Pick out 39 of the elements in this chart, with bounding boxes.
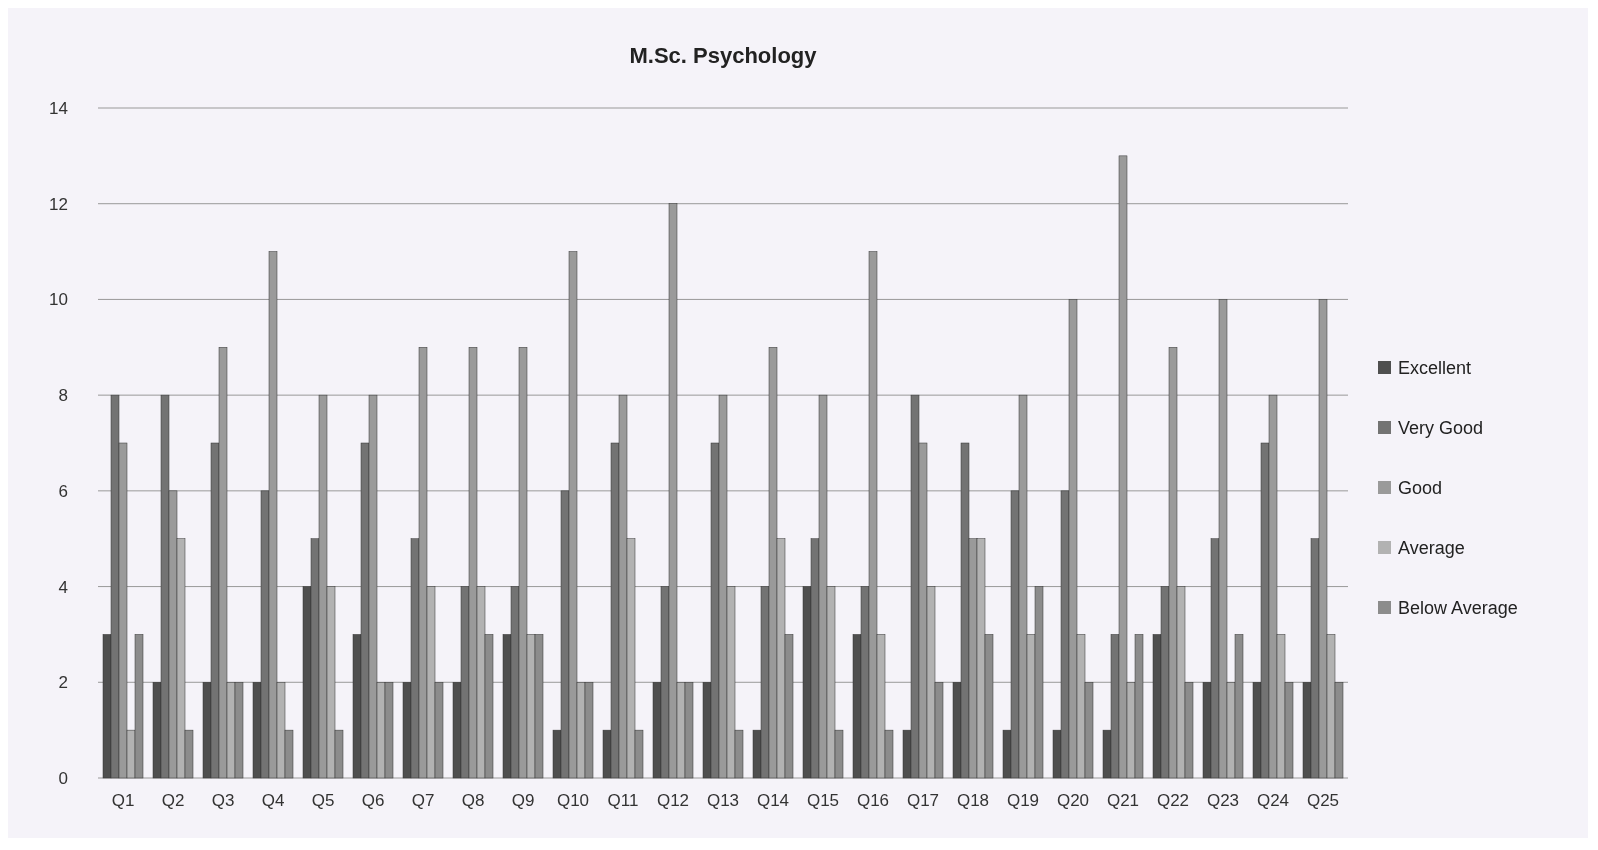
x-tick-label: Q25 [1306, 791, 1340, 810]
y-tick-label: 14 [49, 98, 68, 118]
x-tick-label: Q5 [311, 791, 335, 810]
x-tick-label: Q3 [211, 791, 235, 810]
x-tick-label: Q24 [1256, 791, 1290, 810]
y-tick-label: 4 [58, 577, 68, 597]
x-tick-label: Q15 [806, 791, 840, 810]
x-tick-label: Q1 [111, 791, 135, 810]
legend-label: Very Good [1398, 418, 1484, 439]
x-tick-label: Q13 [706, 791, 740, 810]
x-tick-label: Q19 [1006, 791, 1040, 810]
legend-label: Excellent [1398, 358, 1472, 379]
x-tick-label: Q18 [956, 791, 990, 810]
x-tick-label: Q17 [906, 791, 940, 810]
legend-label: Below Average [1398, 598, 1518, 619]
legend-label: Good [1398, 478, 1443, 499]
chart-title: M.Sc. Psychology [629, 43, 818, 68]
y-tick-label: 10 [49, 290, 68, 310]
x-tick-label: Q11 [607, 791, 639, 810]
y-tick-label: 6 [58, 481, 68, 501]
x-tick-label: Q14 [756, 791, 790, 810]
x-tick-label: Q10 [556, 791, 590, 810]
x-tick-label: Q23 [1206, 791, 1240, 810]
x-tick-label: Q2 [161, 791, 185, 810]
legend-label: Average [1398, 538, 1465, 559]
x-tick-label: Q6 [361, 791, 385, 810]
x-tick-label: Q12 [656, 791, 690, 810]
x-tick-label: Q22 [1156, 791, 1190, 810]
x-tick-label: Q4 [261, 791, 285, 810]
x-tick-label: Q16 [856, 791, 890, 810]
y-tick-label: 12 [49, 194, 68, 214]
y-tick-label: 2 [58, 673, 68, 693]
x-tick-label: Q21 [1106, 791, 1140, 810]
x-tick-label: Q8 [461, 791, 485, 810]
x-tick-label: Q9 [511, 791, 535, 810]
x-tick-label: Q20 [1056, 791, 1090, 810]
y-tick-label: 8 [58, 386, 68, 406]
y-tick-label: 0 [58, 768, 68, 788]
x-tick-label: Q7 [411, 791, 435, 810]
